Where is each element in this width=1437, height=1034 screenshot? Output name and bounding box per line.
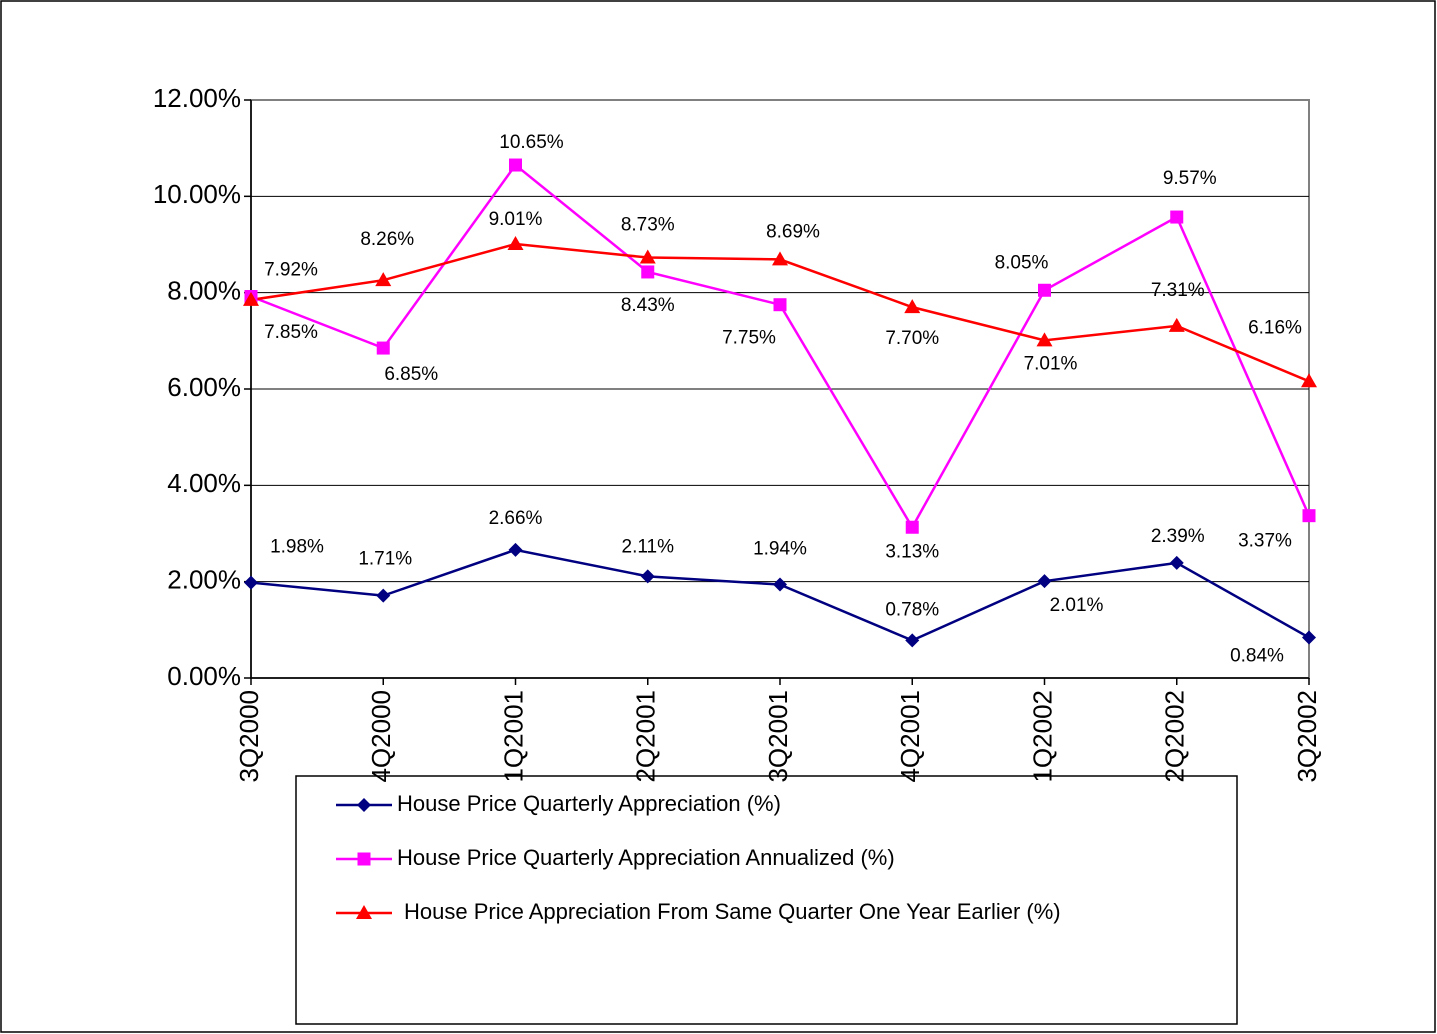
- x-tick-label: 2Q2001: [631, 690, 661, 783]
- data-label: 9.01%: [489, 209, 543, 230]
- y-tick-label: 0.00%: [167, 661, 241, 691]
- legend-label: House Price Quarterly Appreciation Annua…: [397, 845, 895, 870]
- x-tick-label: 1Q2001: [498, 690, 528, 783]
- y-tick-label: 2.00%: [167, 565, 241, 595]
- marker: [1038, 283, 1051, 297]
- data-label: 8.26%: [360, 229, 414, 250]
- marker: [244, 575, 258, 590]
- y-tick-label: 12.00%: [153, 83, 241, 113]
- data-label: 10.65%: [499, 132, 564, 153]
- x-tick-label: 2Q2002: [1160, 690, 1190, 783]
- marker: [1169, 555, 1184, 570]
- data-label: 8.05%: [995, 252, 1049, 273]
- marker: [1302, 509, 1316, 523]
- marker: [1168, 317, 1185, 332]
- data-label: 6.16%: [1248, 317, 1302, 338]
- data-label: 3.13%: [885, 541, 939, 562]
- data-label: 8.73%: [621, 215, 675, 236]
- legend: [295, 775, 1238, 1025]
- data-label: 7.75%: [722, 328, 776, 349]
- data-label: 2.39%: [1151, 526, 1205, 547]
- marker: [773, 577, 787, 592]
- marker: [773, 298, 787, 312]
- data-label: 6.85%: [384, 364, 438, 385]
- marker: [772, 251, 788, 266]
- x-tick-label: 3Q2001: [763, 690, 793, 783]
- marker: [640, 569, 655, 584]
- data-label: 7.31%: [1151, 280, 1205, 301]
- legend-label: House Price Quarterly Appreciation (%): [397, 791, 781, 816]
- data-label: 7.92%: [264, 260, 318, 281]
- marker: [509, 158, 522, 172]
- data-label: 2.11%: [622, 536, 675, 557]
- marker: [1301, 373, 1317, 388]
- marker: [639, 249, 656, 264]
- data-label: 7.85%: [264, 322, 318, 343]
- legend-label: House Price Appreciation From Same Quart…: [404, 899, 1061, 924]
- marker: [357, 798, 371, 812]
- marker: [357, 852, 371, 866]
- y-tick-label: 10.00%: [153, 179, 241, 209]
- data-label: 3.37%: [1238, 531, 1292, 552]
- marker: [905, 520, 919, 534]
- x-tick-label: 4Q2001: [895, 690, 925, 783]
- marker: [376, 341, 390, 355]
- data-label: 7.01%: [1024, 353, 1078, 374]
- x-tick-label: 4Q2000: [366, 690, 396, 783]
- marker: [508, 542, 523, 557]
- data-label: 2.01%: [1050, 595, 1104, 616]
- marker: [1170, 210, 1184, 224]
- data-label: 7.70%: [885, 328, 939, 349]
- marker: [243, 291, 259, 306]
- marker: [356, 905, 372, 919]
- x-tick-label: 3Q2000: [234, 690, 264, 783]
- data-label: 2.66%: [489, 508, 543, 529]
- marker: [375, 272, 392, 287]
- marker: [641, 265, 655, 279]
- y-tick-label: 8.00%: [167, 276, 241, 306]
- data-label: 0.84%: [1230, 646, 1284, 667]
- data-label: 1.71%: [358, 549, 412, 570]
- marker: [1037, 574, 1052, 589]
- marker: [376, 588, 391, 603]
- y-tick-label: 6.00%: [167, 372, 241, 402]
- y-tick-label: 4.00%: [167, 468, 241, 498]
- marker: [904, 299, 921, 314]
- data-label: 8.43%: [621, 295, 675, 316]
- marker: [905, 633, 920, 648]
- marker: [1302, 630, 1316, 645]
- data-label: 1.94%: [753, 539, 807, 560]
- x-tick-label: 1Q2002: [1027, 690, 1057, 783]
- marker: [1036, 332, 1053, 347]
- marker: [507, 236, 524, 251]
- data-label: 9.57%: [1163, 168, 1217, 189]
- data-label: 8.69%: [766, 221, 820, 242]
- x-tick-label: 3Q2002: [1292, 690, 1322, 783]
- data-label: 1.98%: [270, 537, 324, 558]
- data-label: 0.78%: [885, 599, 939, 620]
